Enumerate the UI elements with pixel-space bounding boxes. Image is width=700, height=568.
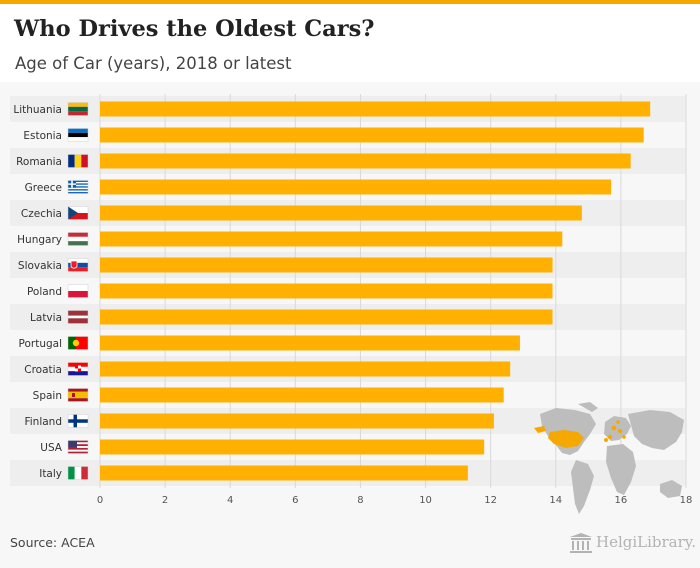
bar [100, 153, 631, 169]
flag-hungary-icon [67, 232, 89, 246]
category-label: Estonia [23, 130, 62, 142]
bar [100, 361, 511, 377]
chart-subtitle: Age of Car (years), 2018 or latest [15, 54, 292, 73]
category-label: Croatia [24, 364, 62, 376]
x-tick-label: 12 [484, 495, 497, 506]
flag-croatia-icon [67, 362, 89, 376]
category-label: Spain [33, 390, 62, 402]
bar [100, 127, 644, 143]
source-note: Source: ACEA [10, 535, 95, 550]
category-label: Hungary [17, 234, 62, 246]
category-label: Greece [25, 182, 62, 194]
flag-estonia-icon [67, 128, 89, 142]
flag-italy-icon [67, 466, 89, 480]
helgilibrary-logo: HelgiLibrary. [569, 533, 697, 555]
flag-finland-icon [67, 414, 89, 428]
bar [100, 257, 553, 273]
bar-chart: 0 2 4 6 8 10 12 14 16 18 Lithuania Estonia Romania Gr… [13, 94, 693, 514]
flag-slovakia-icon [67, 258, 89, 272]
bar [100, 101, 651, 117]
x-tick-label: 2 [162, 495, 168, 506]
world-map-icon [534, 402, 684, 514]
category-label: Italy [39, 468, 62, 480]
x-tick-label: 18 [680, 495, 693, 506]
bar [100, 283, 553, 299]
chart-title: Who Drives the Oldest Cars? [14, 16, 375, 42]
x-tick-label: 10 [419, 495, 432, 506]
flag-latvia-icon [67, 310, 89, 324]
bar [100, 387, 504, 403]
category-label: Romania [16, 156, 62, 168]
x-tick-label: 16 [615, 495, 628, 506]
x-tick-label: 8 [357, 495, 363, 506]
flag-romania-icon [67, 154, 89, 168]
flag-portugal-icon [67, 336, 89, 350]
category-label: Portugal [19, 338, 63, 350]
category-label: Lithuania [13, 104, 62, 116]
flag-czechia-icon [67, 206, 89, 220]
bar [100, 439, 485, 455]
bar [100, 205, 582, 221]
x-tick-label: 14 [549, 495, 562, 506]
flag-spain-icon [67, 388, 89, 402]
flag-usa-icon [67, 440, 89, 454]
bar [100, 413, 494, 429]
category-label: Finland [24, 416, 62, 428]
category-label: USA [40, 442, 63, 454]
x-tick-label: 6 [292, 495, 298, 506]
bar [100, 309, 553, 325]
flag-greece-icon [67, 180, 89, 194]
bar [100, 465, 468, 481]
bar [100, 335, 520, 351]
category-label: Latvia [30, 312, 62, 324]
logo-text: HelgiLibrary. [596, 533, 697, 551]
bar [100, 231, 563, 247]
category-label: Poland [27, 286, 62, 298]
chart-header: Who Drives the Oldest Cars? Age of Car (… [0, 4, 700, 82]
library-building-icon [570, 533, 592, 553]
flag-poland-icon [67, 284, 89, 298]
bar [100, 179, 612, 195]
x-tick-label: 4 [227, 495, 233, 506]
flag-lithuania-icon [67, 102, 89, 116]
category-label: Czechia [21, 208, 62, 220]
x-tick-label: 0 [97, 495, 103, 506]
category-label: Slovakia [18, 260, 62, 272]
accent-bar [0, 0, 700, 4]
